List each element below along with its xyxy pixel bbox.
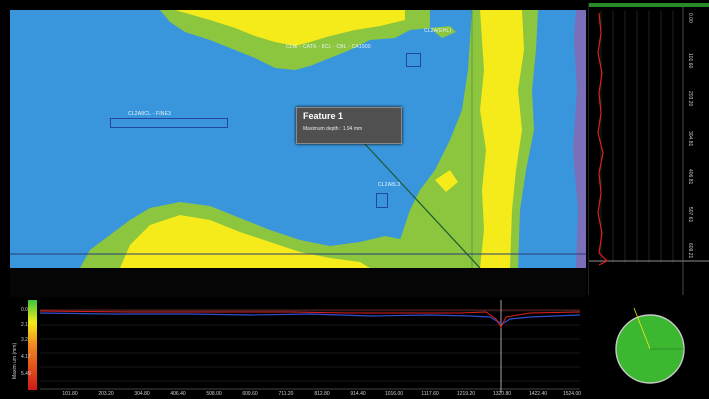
- vprofile-tick-3: 304.81: [687, 131, 693, 147]
- circumferential-view-graphic: [615, 307, 685, 384]
- vprofile-tick-2: 203.20: [687, 91, 693, 107]
- hprofile-y-tick-1: 2.1: [21, 322, 28, 328]
- hprofile-x-tick-4: 508.00: [206, 391, 222, 397]
- green-spot-1: [340, 36, 356, 48]
- horizontal-profile-blue: [39, 312, 581, 325]
- hprofile-x-tick-1: 203.20: [98, 391, 114, 397]
- vprofile-tick-0: 0.00: [687, 13, 693, 23]
- hprofile-y-axis-title: Maxim um (mm): [12, 342, 18, 379]
- yellow-spot-vertical: [435, 170, 458, 192]
- hprofile-x-tick-11: 1219.20: [456, 391, 476, 397]
- hprofile-y-tick-2: 3.2: [21, 337, 28, 343]
- vertical-profile-graphic: [589, 3, 709, 295]
- vprofile-tick-6: 609.21: [687, 243, 693, 259]
- feature-leader-line: [364, 143, 481, 268]
- tooltip-max-depth: Maximum depth : 1.94 mm: [303, 126, 363, 132]
- vertical-profile-trace: [597, 12, 609, 266]
- hprofile-x-tick-0: 101.80: [62, 391, 78, 397]
- vertical-profile-panel[interactable]: 0.00 101.60 203.20 304.81 406.81 507.61 …: [588, 3, 709, 295]
- inspection-box-3[interactable]: [376, 193, 388, 208]
- edge-strip: [573, 10, 586, 268]
- yellow-zone-bottom: [120, 215, 370, 268]
- hprofile-x-tick-5: 609.60: [242, 391, 258, 397]
- horizontal-profile-panel[interactable]: Maxim um (mm) 0.0 2.1 3.2 4.17 5.49 101.…: [10, 297, 586, 399]
- angle-indicator: [633, 307, 651, 350]
- hprofile-x-tick-8: 914.40: [350, 391, 366, 397]
- vprofile-tick-1: 101.60: [687, 53, 693, 69]
- yellow-zone-vertical: [480, 10, 524, 268]
- inspection-box-2[interactable]: [406, 53, 421, 67]
- inspection-box-1[interactable]: [110, 118, 228, 128]
- yellow-zone-top: [175, 10, 405, 46]
- tooltip-title: Feature 1: [303, 111, 344, 121]
- horizontal-profile-graphic: [28, 300, 581, 392]
- hprofile-x-tick-3: 406.40: [170, 391, 186, 397]
- corrosion-map-graphic: [10, 10, 586, 268]
- hprofile-x-tick-13: 1422.40: [528, 391, 548, 397]
- hprofile-y-tick-3: 4.17: [21, 354, 31, 360]
- horizontal-profile-red: [39, 310, 581, 329]
- feature-tooltip: Feature 1 Maximum depth : 1.94 mm: [296, 107, 402, 144]
- map-label-2: CLIE - CATK - 8CL - CBL - CA1900: [286, 44, 371, 50]
- panel-separator: [10, 268, 586, 297]
- hprofile-x-tick-12: 1320.80: [492, 391, 512, 397]
- hprofile-y-tick-0: 0.0: [21, 307, 28, 313]
- hprofile-y-tick-4: 5.49: [21, 371, 31, 377]
- map-label-1: CL2A(EHL): [424, 28, 452, 34]
- map-label-4: CL2A8L3: [378, 182, 401, 188]
- vprofile-tick-5: 507.61: [687, 207, 693, 223]
- circumferential-view-panel[interactable]: [588, 297, 709, 399]
- hprofile-x-tick-14: 1524.00: [562, 391, 582, 397]
- hprofile-x-tick-10: 1117.60: [421, 391, 439, 397]
- map-label-3: CL2A8CL - FINE3: [128, 111, 172, 117]
- corrosion-map[interactable]: CL2A(EHL) CLIE - CATK - 8CL - CBL - CA19…: [10, 10, 586, 268]
- hprofile-x-tick-7: 812.80: [314, 391, 330, 397]
- vprofile-tick-4: 406.81: [687, 169, 693, 185]
- green-spot-2: [430, 26, 456, 38]
- hprofile-x-tick-2: 304.80: [134, 391, 150, 397]
- hprofile-x-tick-9: 1016.00: [384, 391, 404, 397]
- hprofile-x-tick-6: 711.20: [278, 391, 294, 397]
